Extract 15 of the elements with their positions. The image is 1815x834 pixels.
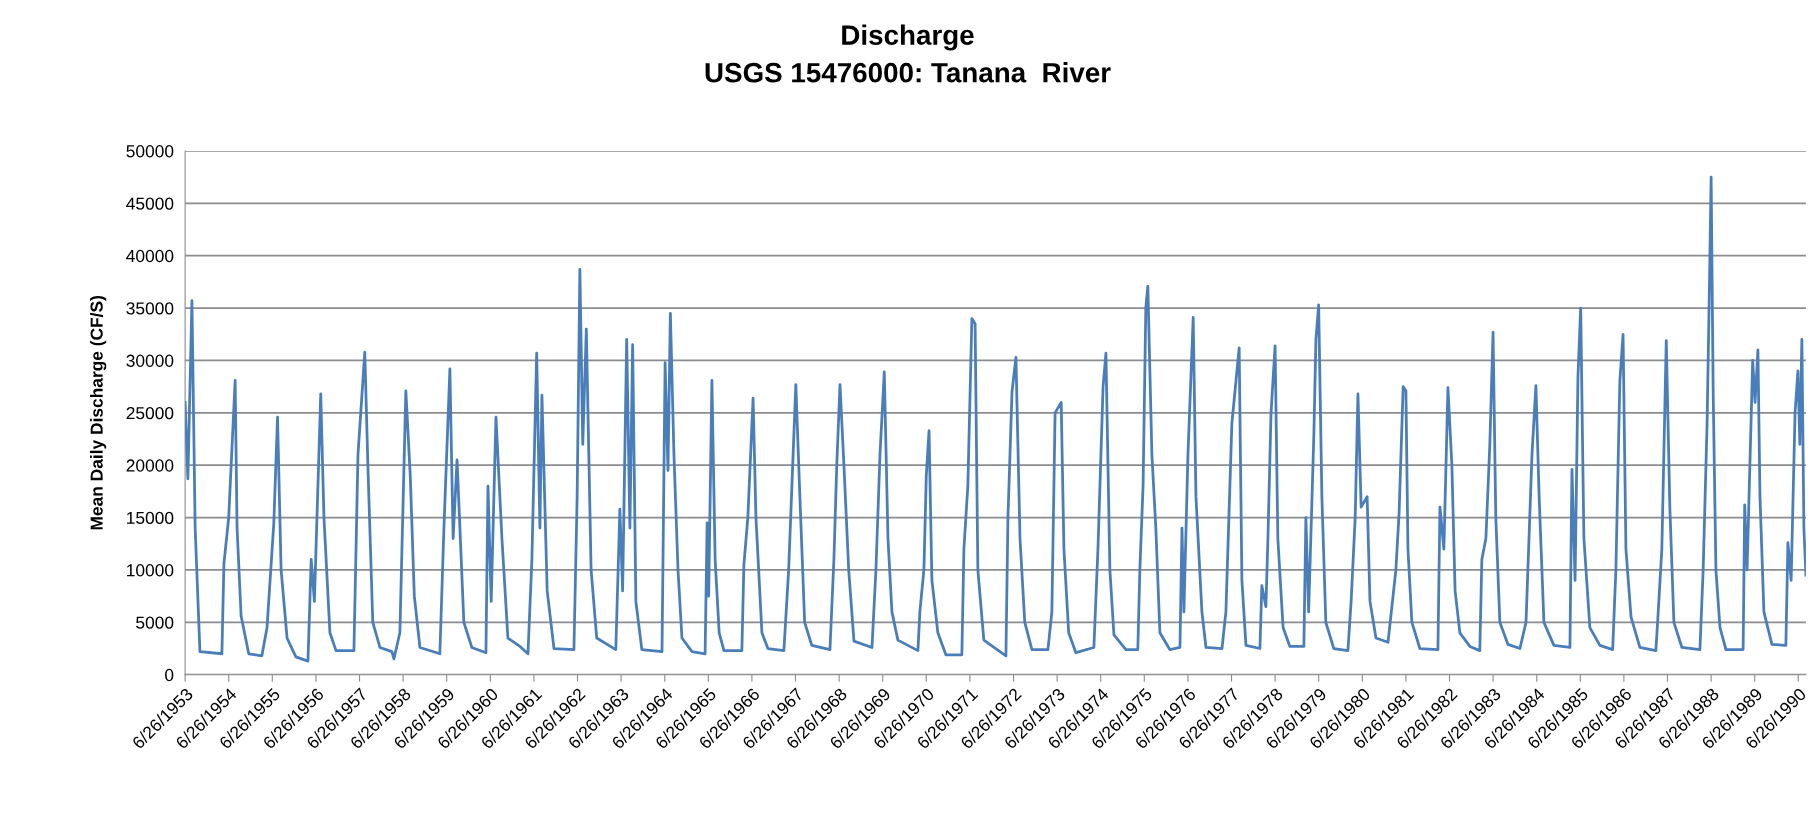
y-tick-label: 35000 — [126, 302, 174, 315]
y-tick-label: 15000 — [127, 511, 174, 525]
y-tick-label: 30000 — [126, 354, 174, 367]
y-tick-label: 50000 — [126, 145, 174, 158]
y-tick-label: 20000 — [126, 459, 174, 472]
y-tick-label: 0 — [165, 668, 174, 682]
y-tick-label: 45000 — [126, 197, 174, 210]
chart-title: Discharge — [842, 24, 974, 51]
y-tick-label: 25000 — [126, 407, 174, 420]
line-series — [185, 175, 1806, 663]
y-tick-label: 10000 — [127, 564, 174, 577]
chart-subtitle: USGS 15476000: Tanana River — [705, 62, 1111, 83]
y-axis-title: Mean Daily Discharge (CF/S) — [90, 295, 107, 530]
y-tick-label: 5000 — [136, 616, 174, 629]
y-tick-label: 40000 — [126, 249, 174, 263]
